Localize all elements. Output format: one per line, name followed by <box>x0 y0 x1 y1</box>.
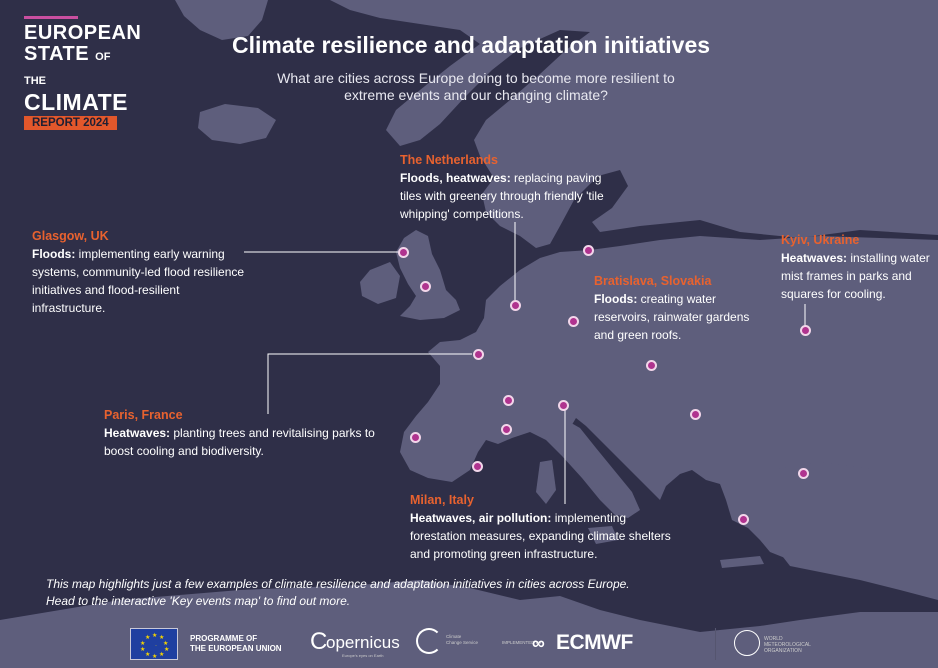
logo-accent-bar <box>24 16 78 19</box>
marker-serbia[interactable] <box>690 409 701 420</box>
callout-city: Kyiv, Ukraine <box>781 233 860 247</box>
callout-glasgow: Glasgow, UK Floods: implementing early w… <box>32 227 252 317</box>
marker-kyiv[interactable] <box>800 325 811 336</box>
callout-hazard: Heatwaves: <box>781 251 848 265</box>
marker-athens[interactable] <box>738 514 749 525</box>
callout-hazard: Floods, heatwaves: <box>400 171 511 185</box>
callout-text: installing water mist frames in parks an… <box>781 251 930 301</box>
turkey-land <box>770 462 938 600</box>
marker-france-2[interactable] <box>501 424 512 435</box>
italy-land <box>566 420 640 518</box>
copernicus-c-icon: C <box>310 628 328 655</box>
callout-city: Milan, Italy <box>410 493 474 507</box>
logo-of-the: OF THE <box>24 51 111 87</box>
marker-istanbul[interactable] <box>798 468 809 479</box>
marker-spain-east[interactable] <box>472 461 483 472</box>
c3s-logo-icon <box>416 628 442 654</box>
callout-hazard: Floods: <box>32 247 76 261</box>
marker-bratislava[interactable] <box>646 360 657 371</box>
logo-state: STATE <box>24 43 90 65</box>
footer-line-2: Head to the interactive 'Key events map'… <box>46 594 351 608</box>
partner-logos: ★ ★ ★ ★ ★ ★ ★ ★ ★ ★ · PROGRAMME OF THE EUROPEAN… <box>130 624 930 664</box>
scandinavia-land <box>330 0 938 248</box>
callout-city: Paris, France <box>104 408 183 422</box>
great-britain-land <box>396 230 460 320</box>
ecmwf-wordmark: ECMWF <box>556 631 633 654</box>
callout-city: The Netherlands <box>400 153 498 167</box>
implemented-by-label: IMPLEMENTED BY <box>502 640 542 645</box>
marker-france-1[interactable] <box>503 395 514 406</box>
callout-text: creating water reservoirs, rainwater gar… <box>594 292 750 342</box>
iceland-land <box>198 104 276 144</box>
footer-line-1: This map highlights just a few examples … <box>46 577 630 591</box>
report-logo: EUROPEAN STATE OF THE CLIMATE REPORT 202… <box>24 16 142 131</box>
callout-hazard: Heatwaves, air pollution: <box>410 511 552 525</box>
report-year-badge: REPORT 2024 <box>24 116 117 130</box>
copernicus-wordmark: opernicus <box>326 633 400 652</box>
greenland-land <box>175 0 268 40</box>
ecmwf-logo-icon: ∞ <box>532 633 545 653</box>
eu-flag-icon: ★ ★ ★ ★ ★ ★ ★ ★ ★ ★ · <box>130 628 178 660</box>
callout-text: implementing forestation measures, expan… <box>410 511 671 561</box>
callout-hazard: Floods: <box>594 292 638 306</box>
callout-text: planting trees and revitalising parks to… <box>104 426 375 458</box>
ireland-land <box>360 262 400 304</box>
callout-hazard: Heatwaves: <box>104 426 171 440</box>
marker-netherlands[interactable] <box>510 300 521 311</box>
north-africa-land <box>0 580 938 668</box>
crete-land <box>720 556 764 568</box>
leader-paris <box>267 353 472 414</box>
wmo-label: WORLD METEOROLOGICAL ORGANIZATION <box>764 636 811 654</box>
callout-paris: Paris, France Heatwaves: planting trees … <box>104 406 394 460</box>
callout-milan: Milan, Italy Heatwaves, air pollution: i… <box>410 491 672 563</box>
marker-uk[interactable] <box>420 281 431 292</box>
logo-line-3: CLIMATE <box>24 89 129 115</box>
marker-paris[interactable] <box>473 349 484 360</box>
callout-text: replacing paving tiles with greenery thr… <box>400 171 604 221</box>
marker-glasgow[interactable] <box>398 247 409 258</box>
page-title: Climate resilience and adaptation initia… <box>232 32 711 58</box>
callout-netherlands: The Netherlands Floods, heatwaves: repla… <box>400 151 620 223</box>
partner-divider <box>715 628 716 660</box>
logo-line-1: EUROPEAN <box>24 22 142 44</box>
sardinia-land <box>536 460 556 504</box>
eu-programme-label: PROGRAMME OF THE EUROPEAN UNION <box>190 634 282 653</box>
callout-city: Glasgow, UK <box>32 229 109 243</box>
copernicus-tagline: Europe's eyes on Earth <box>342 653 384 658</box>
callout-bratislava: Bratislava, Slovakia Floods: creating wa… <box>594 272 750 344</box>
marker-copenhagen[interactable] <box>583 245 594 256</box>
footer-note: This map highlights just a few examples … <box>46 576 630 610</box>
leader-lines <box>244 222 806 504</box>
marker-berlin[interactable] <box>568 316 579 327</box>
callout-city: Bratislava, Slovakia <box>594 274 712 288</box>
c3s-label: Climate Change Service <box>446 634 479 645</box>
page-subtitle: What are cities across Europe doing to b… <box>277 70 675 103</box>
marker-spain-west[interactable] <box>410 432 421 443</box>
sicily-land <box>588 526 618 544</box>
marker-milan[interactable] <box>558 400 569 411</box>
logo-line-2: STATE OF THE <box>24 44 134 92</box>
callout-kyiv: Kyiv, Ukraine Heatwaves: installing wate… <box>781 231 936 303</box>
callout-text: implementing early warning systems, comm… <box>32 247 245 315</box>
wmo-emblem-icon <box>734 630 760 656</box>
